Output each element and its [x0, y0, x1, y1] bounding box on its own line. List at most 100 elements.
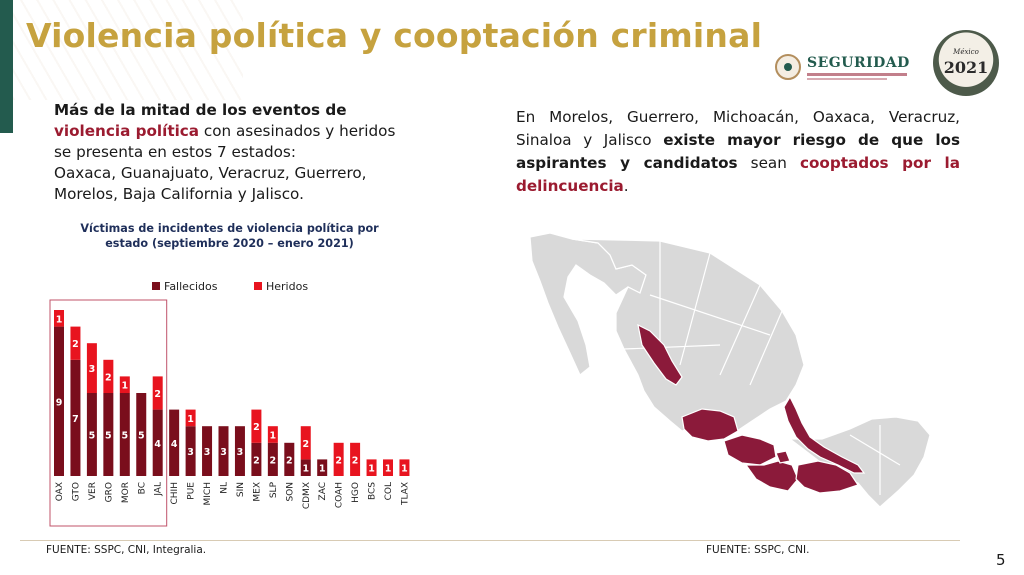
label-fallecidos-oax: 9 — [56, 397, 63, 408]
background-pattern — [13, 0, 243, 100]
tick-label-oax: OAX — [55, 482, 65, 501]
label-fallecidos-mich: 3 — [204, 447, 211, 458]
label-heridos-col: 1 — [385, 464, 392, 475]
label-fallecidos-bc: 5 — [138, 431, 145, 442]
bar-fallecidos-jal — [152, 409, 163, 476]
label-heridos-ver: 3 — [89, 364, 96, 375]
bar-fallecidos-mex — [251, 442, 262, 476]
label-heridos-hgo: 2 — [352, 455, 359, 466]
label-heridos-tlax: 1 — [401, 464, 408, 475]
bar-heridos-jal — [152, 376, 163, 410]
page-title: Violencia política y cooptación criminal — [26, 16, 763, 55]
bar-fallecidos-chih — [169, 409, 180, 476]
map-base-states — [529, 232, 931, 508]
tick-label-bcs: BCS — [368, 482, 378, 500]
bar-fallecidos-sin — [234, 426, 245, 476]
seguridad-logo-text: SEGURIDAD — [807, 55, 910, 71]
left-paragraph: Más de la mitad de los eventos de violen… — [54, 101, 396, 203]
bar-heridos-cdmx — [300, 426, 311, 460]
bar-heridos-pue — [185, 409, 196, 427]
tick-label-hgo: HGO — [351, 482, 361, 503]
label-heridos-coah: 2 — [335, 455, 342, 466]
tick-label-ver: VER — [88, 482, 98, 500]
right-paragraph: En Morelos, Guerrero, Michoacán, Oaxaca,… — [516, 108, 960, 195]
label-fallecidos-chih: 4 — [171, 439, 178, 450]
label-heridos-mex: 2 — [253, 422, 260, 433]
bar-heridos-gro — [103, 359, 114, 393]
bar-fallecidos-oax — [54, 326, 64, 476]
footer-divider — [20, 540, 960, 541]
legend-label-fallecidos: Fallecidos — [164, 280, 218, 293]
tick-label-mich: MICH — [203, 482, 213, 505]
bar-fallecidos-gto — [70, 359, 81, 476]
bar-heridos-ver — [86, 343, 97, 393]
chart-title: Víctimas de incidentes de violencia polí… — [80, 222, 379, 250]
tick-label-bc: BC — [137, 482, 147, 494]
bar-heridos-gto — [70, 326, 81, 360]
bar-heridos-bcs — [366, 459, 377, 476]
anniversary-2021-logo: México 2021 — [933, 30, 999, 96]
map-highlighted-states — [637, 323, 866, 494]
state-jalisco — [681, 408, 739, 442]
label-heridos-gto: 2 — [72, 339, 79, 350]
bar-fallecidos-mich — [202, 426, 213, 476]
tick-label-tlax: TLAX — [400, 482, 410, 506]
label-fallecidos-gro: 5 — [105, 431, 112, 442]
label-heridos-bcs: 1 — [368, 464, 375, 475]
tick-label-chih: CHIH — [170, 482, 180, 504]
bar-heridos-col — [383, 459, 393, 476]
left-accent-bar — [0, 0, 13, 133]
bar-fallecidos-slp — [267, 442, 278, 476]
bar-fallecidos-mor — [119, 393, 130, 476]
label-fallecidos-mor: 5 — [121, 431, 128, 442]
label-heridos-cdmx: 2 — [302, 439, 309, 450]
tick-label-gto: GTO — [71, 482, 81, 501]
label-fallecidos-son: 2 — [286, 455, 293, 466]
legend-swatch-heridos — [254, 282, 262, 290]
bar-fallecidos-gro — [103, 393, 114, 476]
label-heridos-pue: 1 — [187, 414, 194, 425]
bar-fallecidos-cdmx — [300, 459, 311, 476]
bar-heridos-hgo — [350, 442, 361, 476]
state-sinaloa — [637, 323, 683, 386]
label-heridos-gro: 2 — [105, 372, 112, 383]
label-fallecidos-zac: 1 — [319, 464, 326, 475]
legend-label-heridos: Heridos — [266, 280, 308, 293]
bar-heridos-coah — [333, 442, 344, 476]
seguridad-logo: SEGURIDAD — [775, 54, 915, 84]
label-fallecidos-cdmx: 1 — [302, 464, 309, 475]
mexico-map — [529, 232, 931, 508]
state-oaxaca — [795, 460, 859, 494]
victims-bar-chart: Fallecidos Heridos 9 1 OAX 7 2 GTO 5 3 VER 5 2 GRO 5 1 M… — [49, 280, 410, 527]
eagle-seal-icon — [775, 54, 801, 80]
source-right: FUENTE: SSPC, CNI. — [706, 544, 810, 556]
state-michoacan — [723, 434, 777, 466]
tick-label-gro: GRO — [104, 482, 114, 502]
state-guerrero — [744, 460, 799, 492]
label-fallecidos-mex: 2 — [253, 455, 260, 466]
bar-fallecidos-pue — [185, 426, 196, 476]
label-heridos-mor: 1 — [121, 381, 128, 392]
tick-label-slp: SLP — [269, 481, 279, 498]
bar-heridos-oax — [54, 310, 64, 327]
label-fallecidos-pue: 3 — [187, 447, 194, 458]
bar-fallecidos-son — [284, 442, 295, 476]
state-morelos — [775, 450, 791, 464]
tick-label-cdmx: CDMX — [302, 482, 312, 509]
label-heridos-oax: 1 — [56, 314, 63, 325]
bar-heridos-slp — [267, 426, 278, 443]
bar-heridos-tlax — [399, 459, 410, 476]
label-heridos-slp: 1 — [270, 431, 277, 442]
bar-heridos-mex — [251, 409, 262, 443]
label-fallecidos-jal: 4 — [154, 439, 161, 450]
source-left: FUENTE: SSPC, CNI, Integralia. — [46, 544, 207, 556]
bar-heridos-mor — [119, 376, 130, 393]
tick-label-coah: COAH — [335, 482, 345, 508]
label-fallecidos-nl: 3 — [220, 447, 227, 458]
highlight-box — [49, 299, 168, 527]
tick-label-pue: PUE — [187, 482, 197, 500]
tick-label-son: SON — [285, 482, 295, 502]
bar-fallecidos-nl — [218, 426, 229, 476]
state-veracruz — [783, 395, 866, 474]
tick-label-col: COL — [384, 482, 394, 500]
